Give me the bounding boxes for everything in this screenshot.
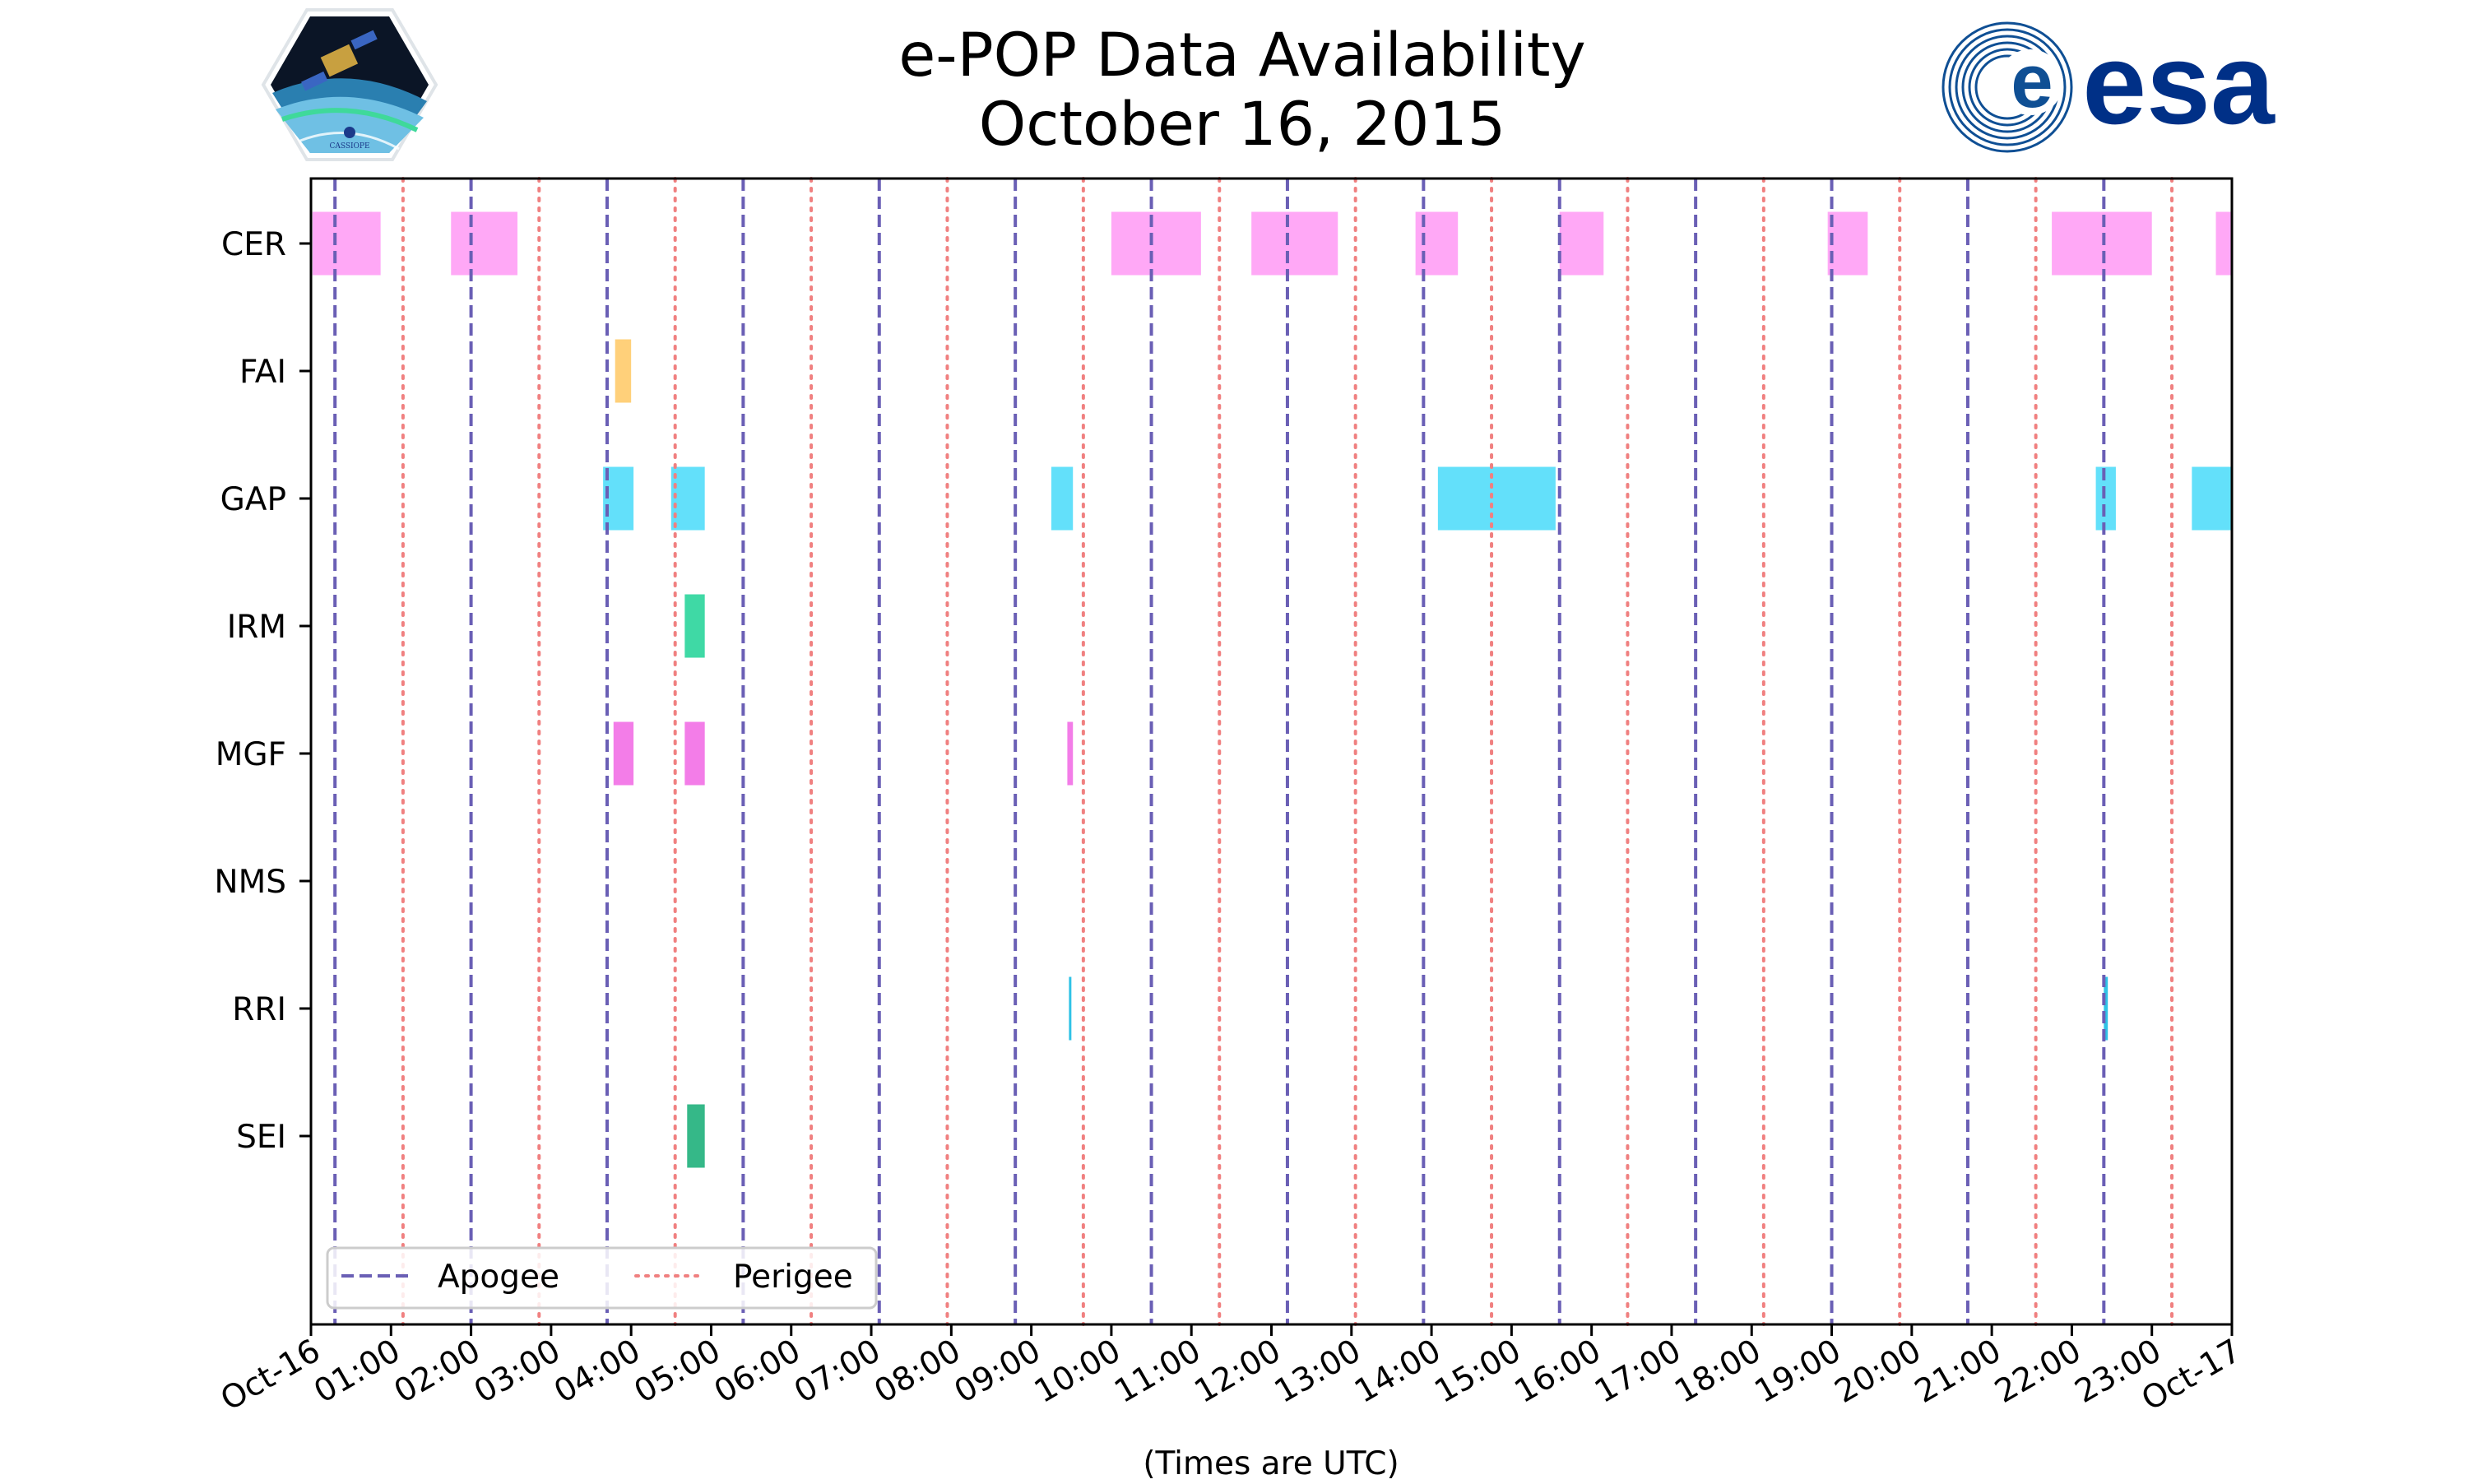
bar-rri-1: [2104, 976, 2108, 1041]
legend-perigee-label: Perigee: [733, 1259, 853, 1296]
y-tick-label-fai: FAI: [239, 354, 286, 391]
x-tick-label-3: 03:00: [468, 1333, 567, 1411]
x-tick-label-6: 06:00: [708, 1333, 807, 1411]
bar-mgf-2: [1067, 721, 1074, 786]
instrument-bars: [312, 211, 2232, 1168]
x-tick-label-22: 22:00: [1989, 1333, 2088, 1411]
y-tick-label-rri: RRI: [232, 991, 286, 1028]
bar-cer-8: [2215, 211, 2232, 276]
x-tick-label-4: 04:00: [548, 1333, 647, 1411]
legend-apogee-label: Apogee: [438, 1259, 559, 1296]
y-axis: CER FAI GAP IRM MGF NMS RRI SEI: [214, 226, 311, 1156]
x-tick-label-9: 09:00: [949, 1333, 1047, 1411]
x-tick-label-10: 10:00: [1028, 1333, 1127, 1411]
bar-cer-0: [312, 211, 381, 276]
chart-subtitle: October 16, 2015: [979, 90, 1505, 160]
x-tick-label-5: 05:00: [629, 1333, 727, 1411]
x-tick-label-13: 13:00: [1269, 1333, 1367, 1411]
y-tick-label-irm: IRM: [227, 609, 286, 646]
bar-gap-4: [2095, 466, 2116, 531]
x-axis-label: (Times are UTC): [1143, 1445, 1399, 1481]
x-tick-label-20: 20:00: [1829, 1333, 1928, 1411]
y-tick-label-mgf: MGF: [216, 736, 286, 773]
x-tick-label-11: 11:00: [1108, 1333, 1207, 1411]
bar-mgf-1: [684, 721, 705, 786]
x-tick-label-0: Oct-16: [215, 1333, 327, 1419]
x-tick-label-8: 08:00: [868, 1333, 967, 1411]
bar-fai-0: [615, 339, 632, 403]
esa-logo: e esa: [1941, 19, 2275, 153]
y-tick-label-sei: SEI: [236, 1119, 286, 1156]
bar-rri-0: [1069, 976, 1072, 1041]
orbit-event-lines: [333, 177, 2174, 1326]
x-tick-label-17: 17:00: [1589, 1333, 1687, 1411]
x-tick-label-19: 19:00: [1749, 1333, 1848, 1411]
bar-irm-0: [684, 594, 705, 658]
x-axis: Oct-1601:0002:0003:0004:0005:0006:0007:0…: [215, 1324, 2248, 1418]
plot-frame: [309, 177, 2234, 1326]
bar-cer-1: [451, 211, 518, 276]
x-tick-label-7: 07:00: [788, 1333, 887, 1411]
bar-cer-6: [1827, 211, 1868, 276]
bar-gap-3: [1437, 466, 1556, 531]
chart-title: e-POP Data Availability: [898, 21, 1585, 90]
y-tick-label-nms: NMS: [214, 864, 286, 901]
x-tick-label-16: 16:00: [1509, 1333, 1607, 1411]
bar-sei-0: [687, 1104, 705, 1168]
legend: Apogee Perigee: [326, 1246, 878, 1310]
bar-gap-5: [2192, 466, 2232, 531]
x-tick-label-1: 01:00: [308, 1333, 406, 1411]
x-tick-label-21: 21:00: [1909, 1333, 2007, 1411]
x-tick-label-18: 18:00: [1668, 1333, 1767, 1411]
bar-cer-7: [2052, 211, 2152, 276]
svg-text:e: e: [2011, 39, 2053, 123]
x-tick-label-2: 02:00: [388, 1333, 487, 1411]
bar-gap-2: [1051, 466, 1074, 531]
esa-swirl: e: [1941, 21, 2073, 153]
x-tick-label-15: 15:00: [1429, 1333, 1528, 1411]
y-tick-label-gap: GAP: [220, 481, 286, 518]
legend-box: [326, 1246, 878, 1310]
x-tick-label-14: 14:00: [1348, 1333, 1447, 1411]
esa-wordmark: esa: [2082, 19, 2275, 148]
bar-mgf-0: [613, 721, 634, 786]
bar-cer-2: [1111, 211, 1201, 276]
cassiope-logo-text: CASSIOPE: [329, 142, 369, 151]
x-tick-label-12: 12:00: [1189, 1333, 1287, 1411]
bar-cer-3: [1251, 211, 1338, 276]
y-tick-label-cer: CER: [221, 226, 286, 263]
bar-cer-5: [1559, 211, 1604, 276]
cassiope-logo: CASSIOPE: [261, 8, 438, 161]
